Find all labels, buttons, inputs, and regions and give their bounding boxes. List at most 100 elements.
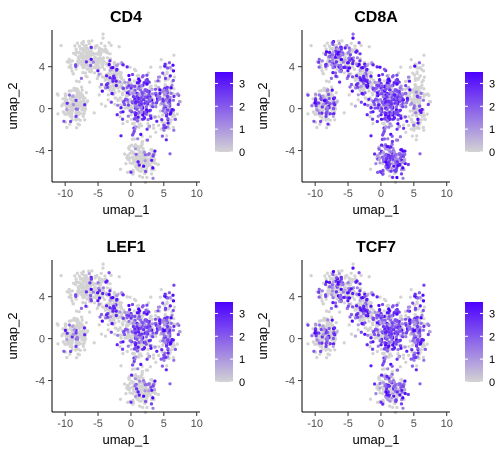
cell-point-expressing xyxy=(168,152,172,156)
cell-point-expressing xyxy=(326,88,330,92)
cell-point-expressing xyxy=(312,119,316,123)
cell-point-expressing xyxy=(163,62,167,66)
cell-point-expressing xyxy=(395,368,400,372)
cell-point xyxy=(327,353,331,357)
cell-point-expressing xyxy=(414,111,418,115)
cell-point xyxy=(356,98,360,102)
cell-point-expressing xyxy=(162,329,166,333)
colorbar-tick-label: 0 xyxy=(239,147,245,159)
cell-point xyxy=(147,157,151,161)
cell-point-expressing xyxy=(143,95,148,99)
cell-point xyxy=(165,301,169,306)
cell-point xyxy=(104,47,108,51)
cell-point-expressing xyxy=(172,94,176,98)
y-axis-label: umap_2 xyxy=(255,83,270,130)
cell-point xyxy=(137,123,141,127)
cell-point-expressing xyxy=(328,342,332,346)
cell-point-expressing xyxy=(389,374,393,378)
cell-point-expressing xyxy=(105,292,109,296)
cell-point-expressing xyxy=(383,116,387,120)
cell-point-expressing xyxy=(144,399,148,404)
cell-point-expressing xyxy=(412,104,416,108)
cell-point-expressing xyxy=(144,335,148,339)
cell-point xyxy=(172,317,176,321)
cell-point-expressing xyxy=(168,296,172,300)
cell-point-expressing xyxy=(418,296,422,300)
cell-point-expressing xyxy=(130,100,134,104)
cell-point-expressing xyxy=(407,319,412,323)
cell-point-expressing xyxy=(324,114,328,118)
cell-point xyxy=(87,289,91,294)
cell-point xyxy=(95,58,99,62)
cell-point xyxy=(349,102,354,106)
cell-point-expressing xyxy=(404,335,408,339)
cell-point-expressing xyxy=(136,87,140,91)
cell-point xyxy=(129,113,133,117)
cell-point xyxy=(127,147,131,151)
cell-point-expressing xyxy=(350,89,354,93)
cell-point-expressing xyxy=(381,172,385,176)
cell-point-expressing xyxy=(133,346,137,350)
y-tick-label: -4 xyxy=(35,376,45,388)
cell-point-expressing xyxy=(156,309,160,313)
cell-point xyxy=(379,347,384,351)
cell-point-expressing xyxy=(365,343,369,347)
cell-point-expressing xyxy=(412,329,416,333)
cell-point xyxy=(330,315,334,319)
cell-point xyxy=(69,296,73,300)
cell-point-expressing xyxy=(330,53,335,57)
cell-point-expressing xyxy=(390,314,394,318)
cell-point-expressing xyxy=(69,119,73,124)
cell-point-expressing xyxy=(351,36,355,40)
cell-point-expressing xyxy=(134,331,138,335)
cell-point-expressing xyxy=(330,59,335,63)
cell-point-expressing xyxy=(422,283,426,287)
cell-point xyxy=(67,287,71,291)
cell-point xyxy=(422,128,426,132)
cell-point xyxy=(121,93,125,97)
cell-point-expressing xyxy=(392,328,396,332)
cell-point xyxy=(422,75,426,79)
cell-point xyxy=(137,355,141,359)
cell-point xyxy=(377,377,381,381)
cell-point xyxy=(382,367,386,371)
cell-point-expressing xyxy=(348,53,352,57)
cell-point xyxy=(329,321,333,325)
cell-point xyxy=(149,295,153,299)
cell-point xyxy=(320,69,324,73)
cell-point xyxy=(157,353,161,357)
cell-point xyxy=(90,39,94,43)
cell-point xyxy=(146,352,150,356)
cell-point xyxy=(175,112,179,116)
cell-point xyxy=(84,283,89,287)
cell-point-expressing xyxy=(166,104,170,108)
cell-point-expressing xyxy=(397,125,401,129)
cell-point xyxy=(409,117,413,121)
cell-point-expressing xyxy=(331,71,335,75)
cell-point-expressing xyxy=(418,104,422,108)
cell-point-expressing xyxy=(380,330,384,334)
cell-point-expressing xyxy=(147,389,151,393)
cell-point xyxy=(107,41,111,45)
cell-point xyxy=(128,65,132,69)
cell-point xyxy=(106,93,110,97)
cell-point-expressing xyxy=(371,293,375,297)
x-tick-label: -5 xyxy=(343,188,353,200)
cell-point-expressing xyxy=(376,100,380,104)
cell-point-expressing xyxy=(341,290,345,294)
cell-point-expressing xyxy=(96,281,100,285)
cell-point-expressing xyxy=(346,291,350,295)
cell-point-expressing xyxy=(99,82,104,87)
cell-point-expressing xyxy=(378,109,382,113)
cell-point xyxy=(140,141,144,145)
cell-point xyxy=(324,297,328,301)
cell-point-expressing xyxy=(150,322,154,326)
cell-point-expressing xyxy=(165,94,169,98)
cell-point xyxy=(151,123,156,127)
cell-point xyxy=(114,326,118,330)
cell-point-expressing xyxy=(121,316,125,320)
cell-point-expressing xyxy=(395,303,399,307)
cell-point-expressing xyxy=(145,357,149,361)
cell-point-expressing xyxy=(351,32,355,36)
cell-point-expressing xyxy=(326,122,330,126)
